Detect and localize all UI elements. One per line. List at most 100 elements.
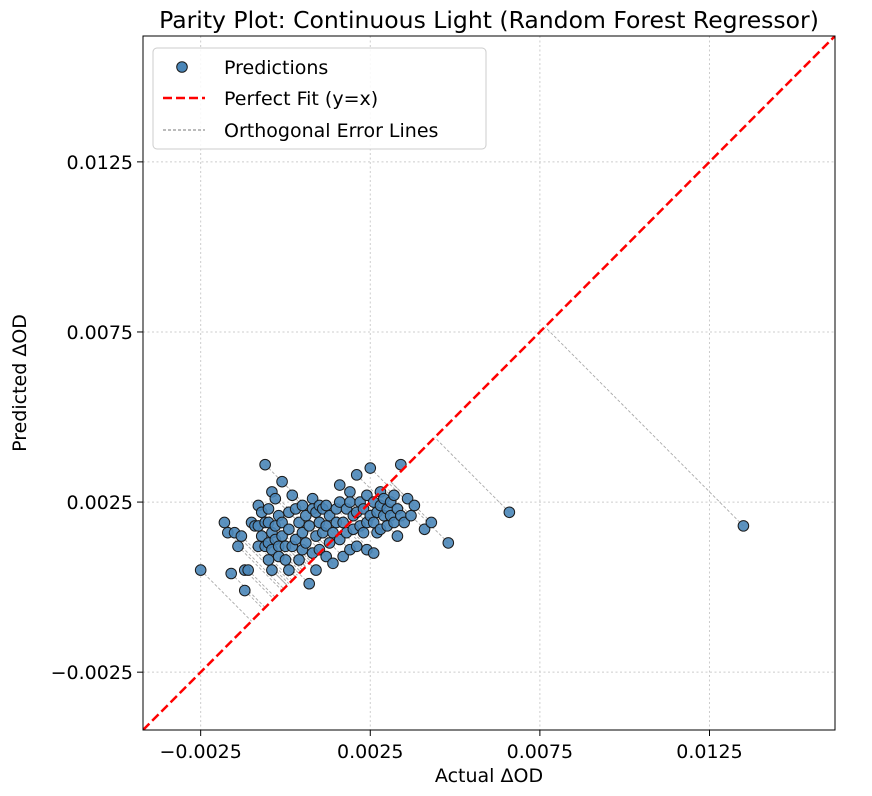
prediction-point — [283, 523, 295, 536]
error-line — [241, 535, 290, 585]
error-line — [274, 498, 325, 549]
perfect-fit-line-group — [143, 36, 835, 730]
prediction-point — [344, 496, 356, 508]
prediction-point — [364, 462, 377, 474]
grid-lines — [143, 36, 835, 730]
legend-label-error-lines: Orthogonal Error Lines — [224, 120, 438, 142]
prediction-point — [276, 516, 288, 529]
y-axis-label: Predicted ΔOD — [9, 314, 31, 452]
error-line — [544, 326, 744, 527]
prediction-point — [296, 499, 309, 512]
x-tick-label: −0.0025 — [159, 741, 241, 763]
error-line — [230, 573, 266, 608]
legend-label-predictions: Predictions — [224, 57, 328, 79]
prediction-point — [303, 520, 316, 532]
prediction-point — [503, 506, 516, 519]
error-line — [434, 437, 510, 513]
prediction-point — [296, 526, 309, 539]
prediction-point — [293, 554, 305, 566]
prediction-point — [313, 543, 326, 556]
prediction-point — [262, 503, 275, 515]
y-tick-label: 0.0075 — [67, 322, 133, 344]
prediction-point — [320, 550, 332, 563]
y-ticks: −0.0025 0.0025 0.0075 0.0125 — [51, 152, 143, 684]
error-line — [227, 532, 285, 590]
prediction-point — [255, 530, 268, 542]
prediction-point — [320, 520, 332, 532]
prediction-point — [425, 516, 438, 529]
error-line — [271, 569, 288, 586]
prediction-point — [276, 475, 288, 488]
x-tick-label: 0.0075 — [507, 741, 573, 763]
prediction-point — [242, 564, 254, 576]
error-line — [341, 530, 358, 547]
prediction-point — [232, 540, 244, 553]
legend-marker-predictions — [176, 61, 188, 73]
prediction-point — [361, 489, 373, 502]
prediction-point — [225, 567, 237, 580]
prediction-point — [218, 516, 231, 529]
prediction-point — [401, 492, 414, 505]
prediction-point — [283, 564, 295, 576]
prediction-point — [293, 516, 305, 529]
prediction-point — [269, 492, 282, 505]
prediction-point — [279, 554, 292, 566]
prediction-point — [323, 509, 336, 522]
prediction-point — [737, 520, 750, 532]
x-tick-label: 0.0025 — [337, 741, 403, 763]
legend-box — [152, 47, 487, 150]
chart-title: Parity Plot: Continuous Light (Random Fo… — [159, 6, 819, 34]
prediction-point — [286, 489, 299, 502]
prediction-point — [303, 577, 316, 590]
prediction-point — [367, 516, 380, 529]
prediction-point — [259, 458, 271, 471]
error-line — [358, 513, 378, 534]
x-ticks: −0.0025 0.0025 0.0075 0.0125 — [159, 730, 743, 763]
error-line — [237, 545, 283, 591]
prediction-point — [391, 530, 404, 542]
prediction-point — [405, 509, 417, 522]
error-line — [285, 559, 300, 574]
prediction-point — [398, 516, 410, 529]
legend-label-perfect-fit: Perfect Fit (y=x) — [224, 88, 378, 110]
prediction-point — [235, 530, 248, 542]
prediction-point — [276, 530, 288, 542]
prediction-point — [266, 564, 278, 576]
orthogonal-error-lines — [200, 326, 744, 622]
y-tick-label: −0.0025 — [51, 662, 133, 684]
y-tick-label: 0.0125 — [67, 152, 133, 174]
error-line — [298, 522, 325, 549]
prediction-point — [357, 526, 370, 539]
prediction-points — [194, 458, 750, 597]
prediction-point — [388, 489, 400, 502]
prediction-point — [300, 509, 312, 522]
prediction-point — [442, 537, 455, 549]
prediction-point — [320, 499, 332, 512]
prediction-point — [350, 540, 363, 553]
plot-frame — [142, 35, 836, 731]
error-line — [244, 590, 264, 610]
prediction-point — [238, 584, 251, 597]
prediction-point — [344, 486, 356, 498]
prediction-point — [300, 537, 312, 549]
prediction-point — [418, 523, 431, 536]
error-line — [369, 467, 388, 486]
prediction-point — [408, 499, 421, 512]
prediction-point — [289, 533, 302, 546]
perfect-fit-line — [143, 36, 835, 730]
x-axis-label: Actual ΔOD — [435, 765, 543, 787]
legend: Predictions Perfect Fit (y=x) Orthogonal… — [152, 47, 487, 150]
prediction-point — [367, 547, 380, 559]
prediction-point — [327, 557, 339, 570]
error-line — [271, 491, 327, 547]
error-line — [200, 569, 252, 622]
prediction-point — [337, 550, 349, 563]
prediction-point — [194, 564, 207, 576]
prediction-point — [262, 554, 275, 566]
prediction-point — [350, 469, 363, 481]
x-tick-label: 0.0125 — [676, 741, 742, 763]
prediction-point — [310, 564, 322, 576]
y-tick-label: 0.0025 — [67, 492, 133, 514]
prediction-point — [333, 479, 346, 491]
